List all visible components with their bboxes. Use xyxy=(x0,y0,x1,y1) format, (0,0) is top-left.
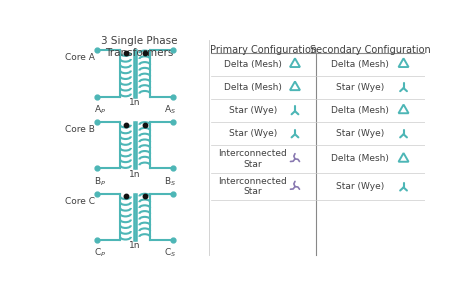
Text: 1n: 1n xyxy=(129,98,141,107)
Text: Star (Wye): Star (Wye) xyxy=(336,83,384,92)
Text: Core A: Core A xyxy=(65,54,95,62)
Text: Core B: Core B xyxy=(65,125,95,134)
Text: Core C: Core C xyxy=(64,197,95,206)
Text: Delta (Mesh): Delta (Mesh) xyxy=(331,106,389,115)
Text: Star (Wye): Star (Wye) xyxy=(228,106,277,115)
Text: A$_S$: A$_S$ xyxy=(164,103,176,116)
Text: 1n: 1n xyxy=(129,170,141,179)
Text: Interconnected
Star: Interconnected Star xyxy=(219,177,287,196)
Text: Secondary Configuration: Secondary Configuration xyxy=(310,45,431,55)
Text: 1n: 1n xyxy=(129,241,141,250)
Text: C$_P$: C$_P$ xyxy=(94,247,106,259)
Text: Delta (Mesh): Delta (Mesh) xyxy=(224,83,282,92)
Text: 3 Single Phase
Transformers: 3 Single Phase Transformers xyxy=(100,36,177,58)
Text: A$_P$: A$_P$ xyxy=(94,103,106,116)
Text: Star (Wye): Star (Wye) xyxy=(336,129,384,138)
Text: B$_P$: B$_P$ xyxy=(94,175,106,188)
Text: B$_S$: B$_S$ xyxy=(164,175,176,188)
Text: Star (Wye): Star (Wye) xyxy=(228,129,277,138)
Text: Delta (Mesh): Delta (Mesh) xyxy=(331,60,389,69)
Text: Interconnected
Star: Interconnected Star xyxy=(219,149,287,168)
Text: Delta (Mesh): Delta (Mesh) xyxy=(224,60,282,69)
Text: Delta (Mesh): Delta (Mesh) xyxy=(331,155,389,163)
Text: Star (Wye): Star (Wye) xyxy=(336,182,384,191)
Text: Primary Configuration: Primary Configuration xyxy=(210,45,317,55)
Text: C$_S$: C$_S$ xyxy=(164,247,176,259)
